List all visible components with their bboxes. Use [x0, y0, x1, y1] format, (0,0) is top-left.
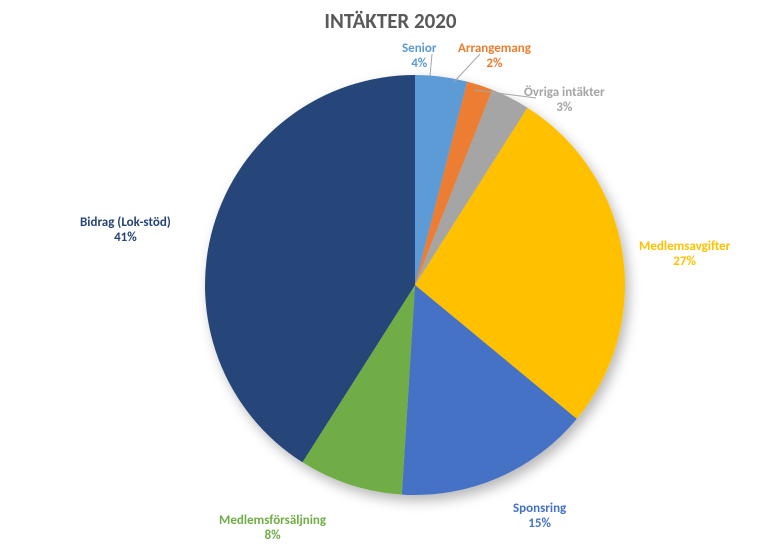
slice-label-medlemsforsaljning: Medlemsförsäljning 8% — [219, 514, 326, 544]
pie-chart — [0, 0, 781, 558]
slice-name: Senior — [402, 42, 436, 57]
slice-label-ovriga: Övriga intäkter 3% — [524, 86, 605, 116]
slice-name: Bidrag (Lok-stöd) — [80, 216, 171, 231]
slice-name: Övriga intäkter — [524, 86, 605, 101]
slice-name: Arrangemang — [458, 42, 531, 57]
slice-name: Sponsring — [513, 502, 566, 517]
slice-name: Medlemsavgifter — [639, 240, 730, 255]
slice-label-senior: Senior 4% — [402, 42, 436, 72]
slice-label-arrangemang: Arrangemang 2% — [458, 42, 531, 72]
slice-pct: 2% — [458, 57, 531, 72]
slice-label-medlemsavgifter: Medlemsavgifter 27% — [639, 240, 730, 270]
slice-label-sponsring: Sponsring 15% — [513, 502, 566, 532]
slice-pct: 41% — [80, 231, 171, 246]
slice-pct: 15% — [513, 517, 566, 532]
slice-pct: 3% — [524, 101, 605, 116]
slice-label-bidrag: Bidrag (Lok-stöd) 41% — [80, 216, 171, 246]
slice-name: Medlemsförsäljning — [219, 514, 326, 529]
slice-pct: 8% — [219, 529, 326, 544]
slice-pct: 27% — [639, 255, 730, 270]
slice-pct: 4% — [402, 57, 436, 72]
